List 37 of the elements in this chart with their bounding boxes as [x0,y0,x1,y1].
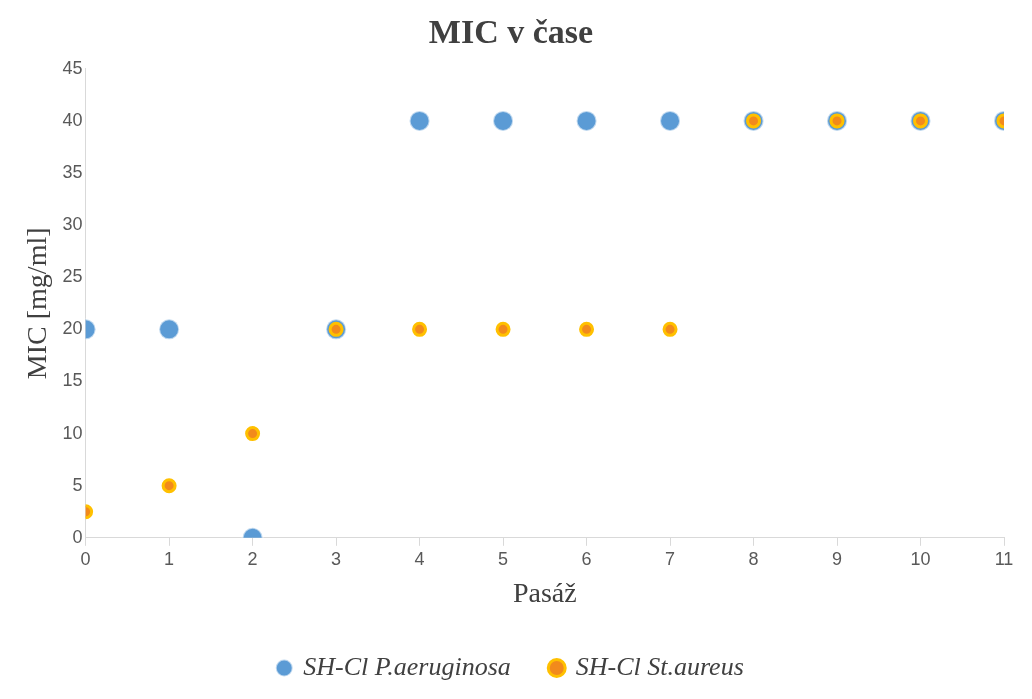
point [408,109,431,132]
y-tick-label: 35 [62,161,83,182]
x-tick-label: 8 [748,548,759,569]
x-tick-label: 10 [910,548,931,569]
point [158,318,181,341]
point [659,109,682,132]
point [575,109,598,132]
point [492,109,515,132]
legend-label: SH-Cl St.aureus [575,651,744,681]
point [412,321,428,337]
y-tick-label: 25 [62,266,83,287]
point [245,426,261,442]
x-tick-label: 7 [665,548,676,569]
y-tick-label: 40 [62,109,83,130]
x-tick-label: 1 [164,548,175,569]
point [161,478,177,494]
point [662,321,678,337]
point [579,321,595,337]
y-tick-label: 30 [62,214,83,235]
x-axis-title: Pasáž [512,576,577,608]
x-tick-label: 11 [994,548,1014,569]
x-tick-label: 3 [331,548,342,569]
y-tick-label: 15 [62,370,83,391]
y-axis-title: MIC [mg/ml] [21,227,53,380]
x-tick-label: 2 [247,548,258,569]
point [495,321,511,337]
chart-title: MIC v čase [428,13,594,51]
x-tick-label: 9 [832,548,843,569]
x-tick-label: 6 [581,548,592,569]
x-tick-label: 4 [414,548,425,569]
y-tick-label: 20 [62,318,83,339]
legend-label: SH-Cl P.aeruginosa [303,651,511,681]
y-tick-label: 5 [72,474,83,495]
y-tick-label: 45 [62,57,83,78]
x-tick-label: 5 [498,548,509,569]
y-tick-label: 0 [72,526,83,547]
y-tick-label: 10 [62,422,83,443]
